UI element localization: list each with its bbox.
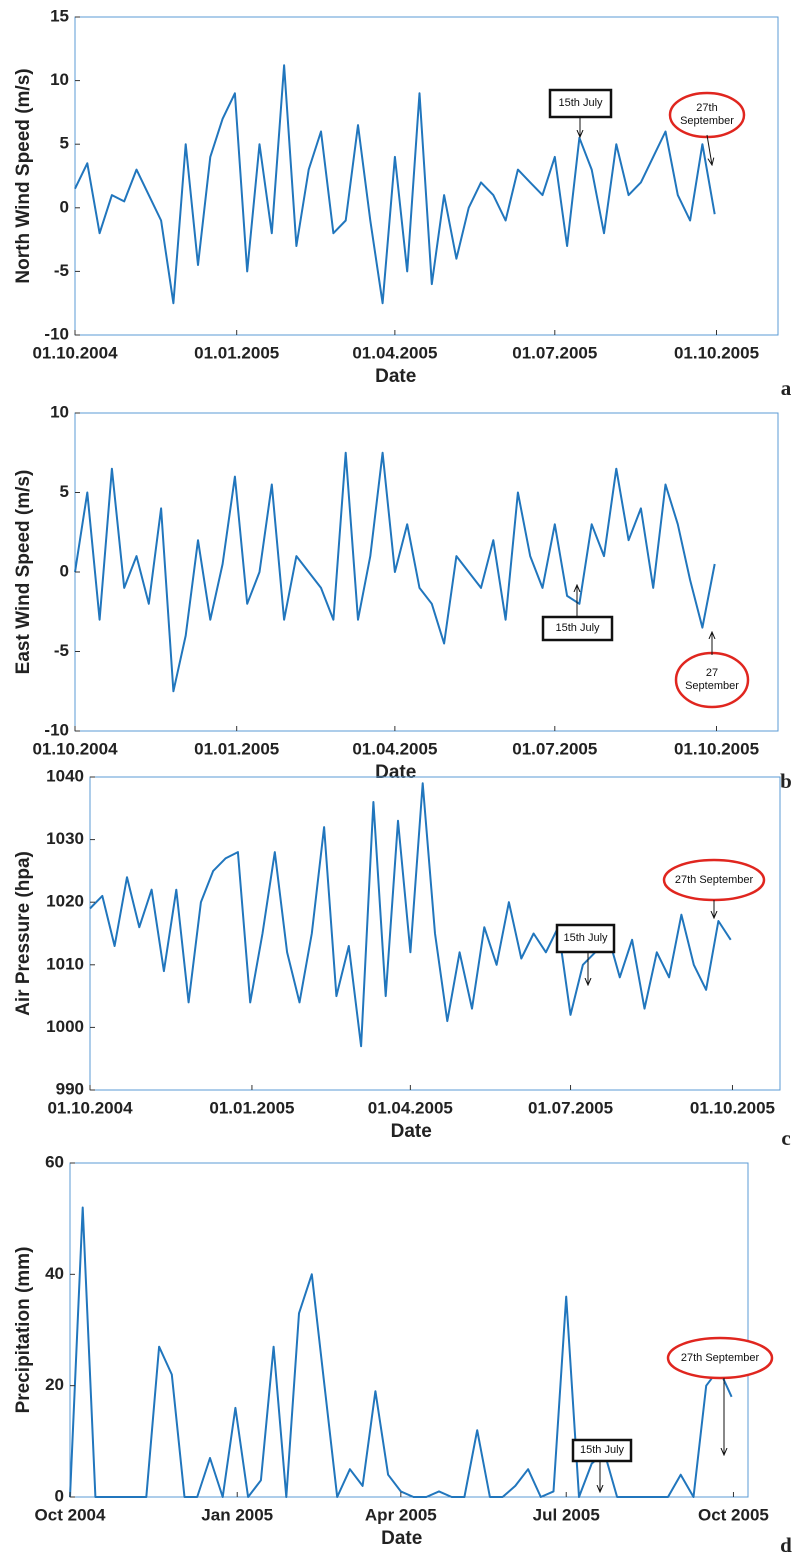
data-line xyxy=(89,782,732,1048)
plot-frame xyxy=(74,16,779,336)
x-axis-label: Date xyxy=(375,366,416,387)
panel-label: b xyxy=(780,769,792,793)
x-tick-label: Oct 2005 xyxy=(698,1505,769,1524)
y-axis-label: North Wind Speed (m/s) xyxy=(13,68,34,283)
panel-label: d xyxy=(780,1533,792,1557)
y-tick-label: 5 xyxy=(60,134,69,153)
data-line xyxy=(74,64,716,305)
annotation-arrow xyxy=(706,134,712,165)
annotation-box xyxy=(571,1438,633,1463)
annotation-box xyxy=(548,88,613,119)
x-tick-label: 01.04.2005 xyxy=(352,343,437,362)
y-axis-label: Precipitation (mm) xyxy=(13,1247,34,1414)
y-axis-label: Air Pressure (hpa) xyxy=(13,851,34,1016)
x-tick-label: 01.01.2005 xyxy=(194,343,279,362)
annotation-text: 15th July xyxy=(579,1444,625,1456)
y-tick-label: 60 xyxy=(45,1152,64,1171)
data-line xyxy=(74,451,716,693)
annotation-text: 27th September xyxy=(680,1351,760,1364)
x-tick-label: Jul 2005 xyxy=(533,1505,600,1524)
y-tick-label: 20 xyxy=(45,1375,64,1394)
y-tick-label: -5 xyxy=(54,641,69,660)
x-tick-label: 01.07.2005 xyxy=(512,739,597,758)
x-tick-label: 01.01.2005 xyxy=(209,1098,294,1117)
y-tick-label: 10 xyxy=(50,402,69,421)
plot-frame xyxy=(89,776,781,1091)
annotation-text: 27th September xyxy=(674,873,754,886)
x-tick-label: Jan 2005 xyxy=(201,1505,273,1524)
x-tick-label: 01.07.2005 xyxy=(528,1098,613,1117)
x-tick-label: Apr 2005 xyxy=(365,1505,437,1524)
y-tick-label: 1000 xyxy=(46,1017,84,1036)
y-tick-label: 1010 xyxy=(46,954,84,973)
annotation-text: 15th July xyxy=(563,932,608,944)
x-tick-label: Oct 2004 xyxy=(35,1505,106,1524)
x-tick-label: 01.10.2005 xyxy=(690,1098,775,1117)
x-axis-label: Date xyxy=(391,1121,432,1142)
y-tick-label: 5 xyxy=(60,482,69,501)
x-tick-label: 01.10.2005 xyxy=(674,739,759,758)
y-tick-label: 0 xyxy=(60,561,69,580)
x-tick-label: 01.01.2005 xyxy=(194,739,279,758)
annotation-text: 15th July xyxy=(555,622,600,634)
annotation-ellipse xyxy=(666,1336,774,1380)
y-tick-label: -10 xyxy=(44,324,69,343)
plot-frame xyxy=(74,412,779,732)
panel-label: c xyxy=(781,1126,790,1150)
y-tick-label: 0 xyxy=(60,197,69,216)
data-line xyxy=(69,1206,733,1498)
x-tick-label: 01.04.2005 xyxy=(368,1098,453,1117)
y-tick-label: 0 xyxy=(55,1486,64,1505)
plot-frame xyxy=(69,1162,749,1498)
y-tick-label: 1020 xyxy=(46,892,84,911)
annotation-text: 27th September xyxy=(680,102,734,127)
x-tick-label: 01.10.2005 xyxy=(674,343,759,362)
y-tick-label: 1040 xyxy=(46,766,84,785)
y-tick-label: 10 xyxy=(50,70,69,89)
y-tick-label: 15 xyxy=(50,6,69,25)
x-tick-label: 01.10.2004 xyxy=(32,343,118,362)
y-tick-label: 40 xyxy=(45,1264,64,1283)
x-axis-label: Date xyxy=(375,762,416,783)
annotation-text: 27 September xyxy=(685,667,739,692)
annotation-text: 15th July xyxy=(558,97,603,109)
y-axis-label: East Wind Speed (m/s) xyxy=(13,470,34,675)
x-axis-label: Date xyxy=(381,1528,422,1549)
y-tick-label: -5 xyxy=(54,261,69,280)
x-tick-label: 01.10.2004 xyxy=(32,739,118,758)
x-tick-label: 01.10.2004 xyxy=(47,1098,133,1117)
annotation-box xyxy=(555,923,616,954)
panel-label: a xyxy=(781,376,792,400)
x-tick-label: 01.04.2005 xyxy=(352,739,437,758)
y-tick-label: 1030 xyxy=(46,829,84,848)
y-tick-label: -10 xyxy=(44,720,69,739)
x-tick-label: 01.07.2005 xyxy=(512,343,597,362)
y-tick-label: 990 xyxy=(56,1079,84,1098)
